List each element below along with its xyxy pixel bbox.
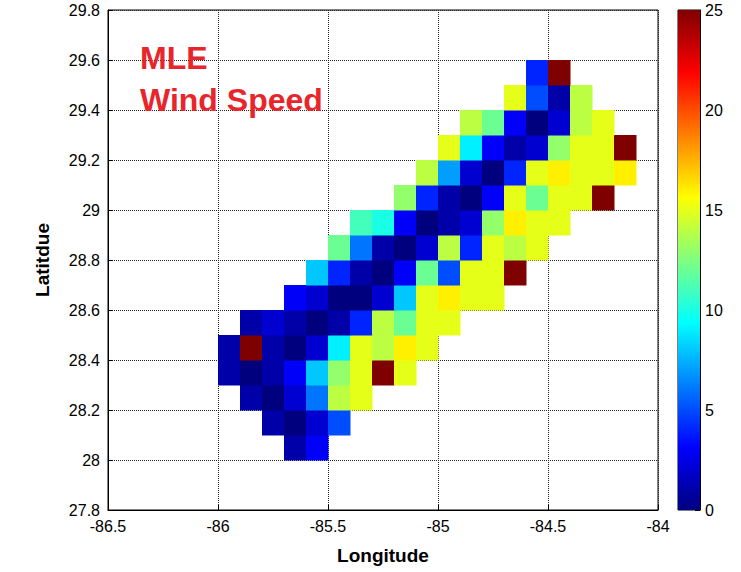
svg-text:0: 0 [705, 502, 714, 519]
svg-text:Wind Speed: Wind Speed [140, 82, 323, 118]
svg-text:29.4: 29.4 [69, 102, 100, 119]
svg-text:MLE: MLE [140, 40, 208, 76]
svg-text:28.6: 28.6 [69, 302, 100, 319]
svg-text:28.8: 28.8 [69, 252, 100, 269]
svg-text:29.2: 29.2 [69, 152, 100, 169]
svg-text:15: 15 [705, 202, 723, 219]
svg-text:-86: -86 [206, 518, 229, 535]
svg-text:27.8: 27.8 [69, 502, 100, 519]
svg-text:5: 5 [705, 402, 714, 419]
svg-text:-85: -85 [426, 518, 449, 535]
svg-text:28.4: 28.4 [69, 352, 100, 369]
svg-text:28: 28 [82, 452, 100, 469]
svg-text:29.8: 29.8 [69, 2, 100, 19]
svg-text:Latitdue: Latitdue [32, 223, 53, 297]
svg-text:29.6: 29.6 [69, 52, 100, 69]
svg-text:25: 25 [705, 2, 723, 19]
svg-text:-86.5: -86.5 [90, 518, 127, 535]
svg-text:29: 29 [82, 202, 100, 219]
svg-text:10: 10 [705, 302, 723, 319]
svg-text:-84.5: -84.5 [530, 518, 567, 535]
svg-text:-84: -84 [646, 518, 669, 535]
svg-text:28.2: 28.2 [69, 402, 100, 419]
svg-text:20: 20 [705, 102, 723, 119]
svg-text:-85.5: -85.5 [310, 518, 347, 535]
svg-text:Longitude: Longitude [337, 545, 429, 566]
